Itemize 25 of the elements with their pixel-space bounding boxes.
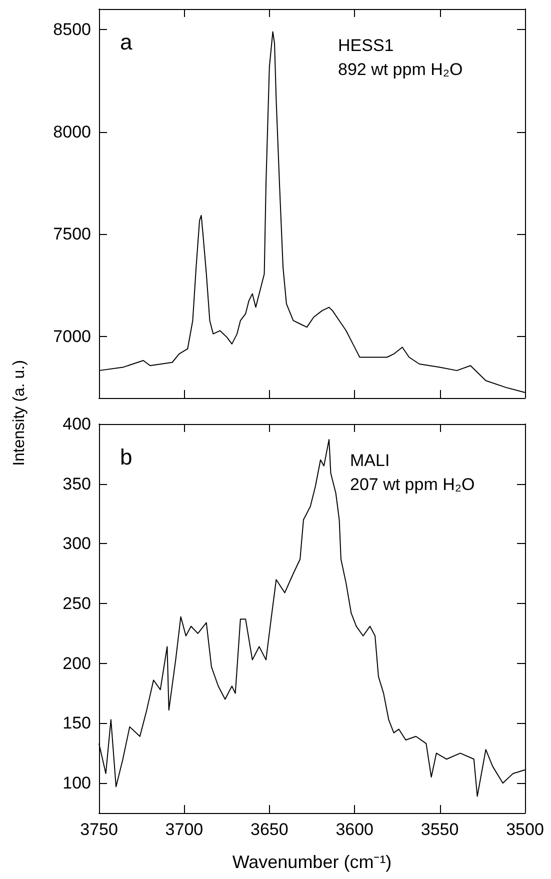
y-tick-label: 8000 xyxy=(53,122,91,142)
y-axis-title: Intensity (a. u.) xyxy=(10,360,29,466)
x-tick-label: 3650 xyxy=(250,820,288,839)
annotation: MALI xyxy=(350,451,390,470)
y-tick-label: 100 xyxy=(62,774,91,793)
y-tick-label: 7000 xyxy=(53,327,91,346)
y-tick-label: 7500 xyxy=(53,224,91,244)
annotation: 207 wt ppm H₂O xyxy=(350,475,475,494)
x-tick-label: 3600 xyxy=(336,820,374,839)
annotation: 892 wt ppm H₂O xyxy=(338,60,463,79)
y-tick-label: 8500 xyxy=(53,20,91,39)
y-tick-label: 250 xyxy=(62,594,91,614)
x-tick-label: 3700 xyxy=(165,820,204,839)
y-tick-label: 400 xyxy=(62,414,91,434)
y-tick-label: 350 xyxy=(62,474,91,494)
x-tick-label: 3550 xyxy=(420,820,459,839)
annotation: HESS1 xyxy=(338,36,394,55)
y-tick-label: 300 xyxy=(62,534,91,554)
y-tick-label: 150 xyxy=(62,714,91,733)
x-tick-label: 3500 xyxy=(506,820,544,839)
y-tick-label: 200 xyxy=(62,654,91,673)
x-tick-label: 3750 xyxy=(80,820,118,839)
annotation: a xyxy=(120,30,133,54)
annotation: b xyxy=(120,444,132,470)
x-axis-title: Wavenumber (cm⁻¹) xyxy=(232,852,392,872)
